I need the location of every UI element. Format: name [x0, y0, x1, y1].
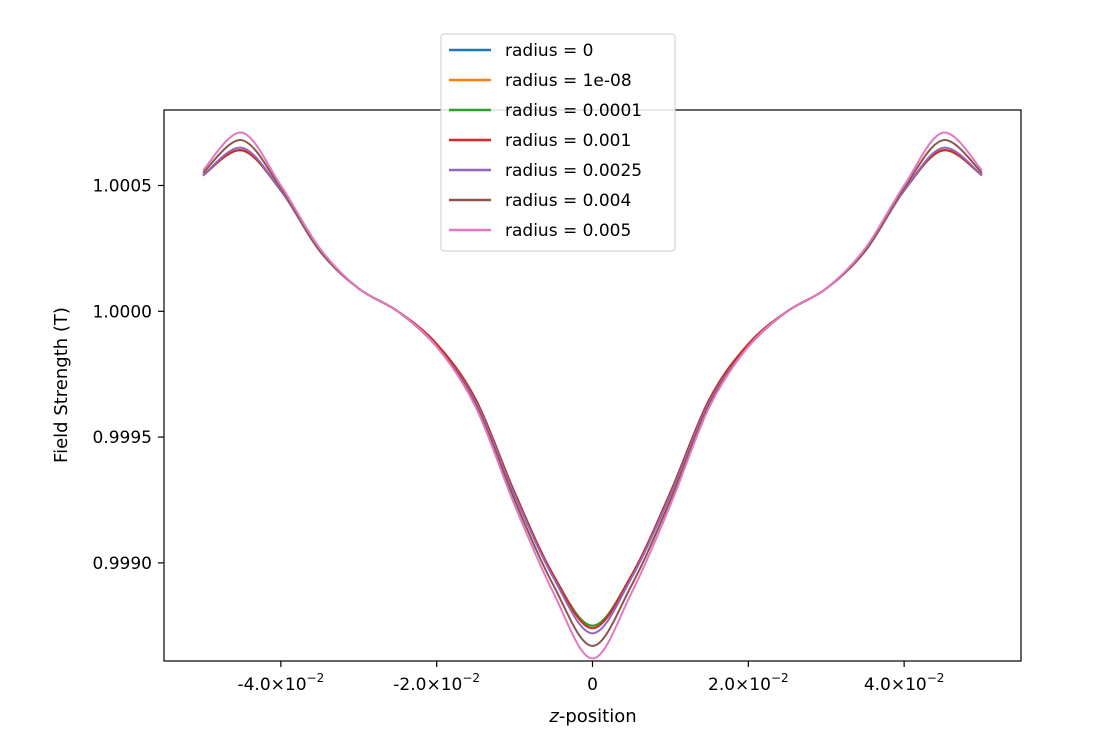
y-tick-label: 0.9990 [93, 554, 152, 574]
legend-label-4: radius = 0.001 [505, 131, 631, 151]
legend-label-3: radius = 0.0001 [505, 101, 642, 121]
legend-frame [440, 33, 676, 252]
plot-lines [202, 131, 983, 660]
y-axis-label: Field Strength (T) [51, 307, 72, 463]
x-axis-label: z-position [548, 706, 636, 727]
y-axis-ticks: 0.9990 0.9995 1.0000 1.0005 [93, 176, 164, 574]
x-tick-label: 2.0×10−2 [708, 671, 789, 695]
legend-label-1: radius = 0 [505, 41, 593, 61]
legend-label-7: radius = 0.005 [505, 221, 631, 241]
y-tick-label: 1.0005 [93, 176, 152, 196]
x-tick-label: -4.0×10−2 [237, 671, 324, 695]
y-tick-label: 0.9995 [93, 428, 152, 448]
series-line-6 [202, 139, 983, 647]
x-axis-ticks: -4.0×10−2 -2.0×10−2 0 2.0×10−2 4.0×10−2 [237, 661, 944, 695]
legend-label-6: radius = 0.004 [505, 191, 631, 211]
y-tick-label: 1.0000 [93, 302, 152, 322]
x-tick-label: -2.0×10−2 [393, 671, 480, 695]
x-tick-label: 4.0×10−2 [864, 671, 945, 695]
x-tick-label: 0 [587, 675, 598, 695]
series-line-7 [202, 131, 983, 660]
legend: radius = 0 radius = 1e-08 radius = 0.0001 r… [440, 33, 676, 252]
legend-label-5: radius = 0.0025 [505, 161, 642, 181]
legend-label-2: radius = 1e-08 [505, 71, 632, 91]
